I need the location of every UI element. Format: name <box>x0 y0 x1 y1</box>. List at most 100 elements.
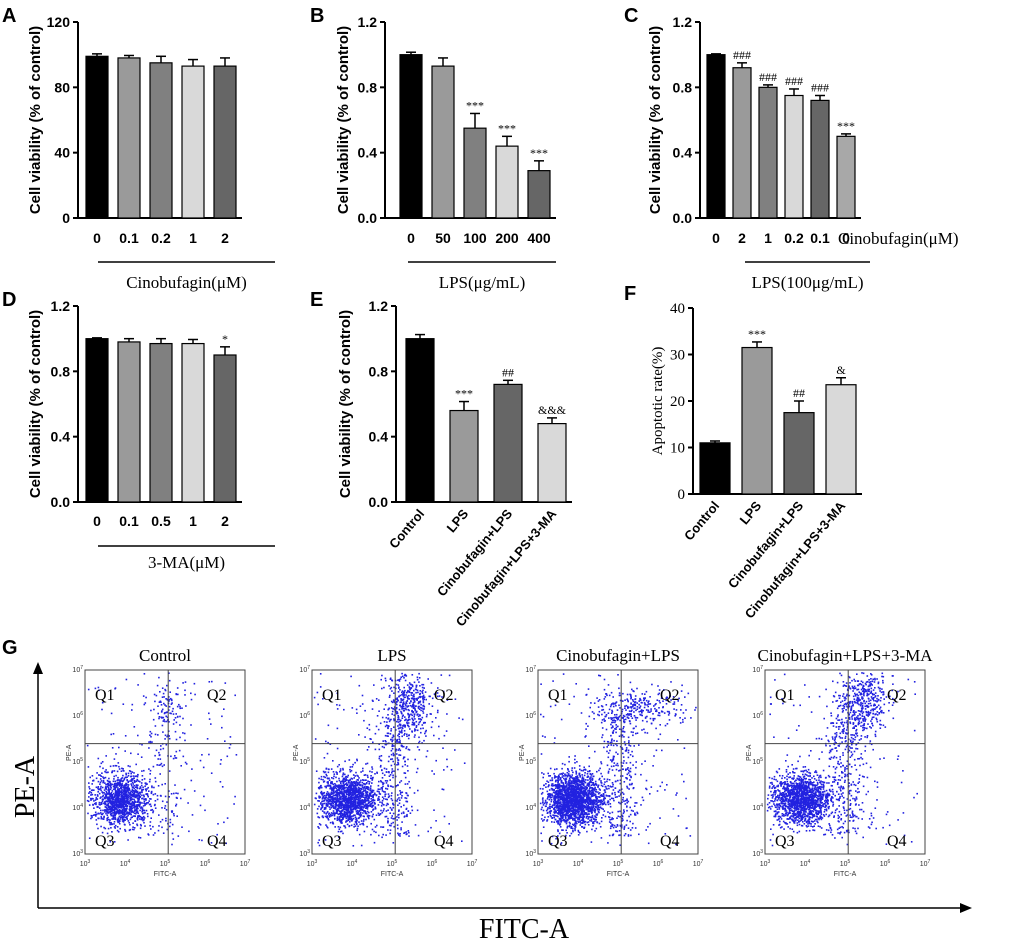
scatter-point <box>125 801 127 803</box>
scatter-point <box>349 798 352 800</box>
scatter-point <box>414 734 416 736</box>
scatter-point <box>332 771 335 773</box>
scatter-point <box>595 796 597 798</box>
scatter-point <box>365 811 367 813</box>
scatter-point <box>146 788 148 790</box>
scatter-point <box>378 792 381 795</box>
scatter-point <box>371 815 374 818</box>
x-tick-label: 105 <box>160 859 171 868</box>
scatter-point <box>402 724 404 727</box>
scatter-point <box>100 813 103 816</box>
scatter-point <box>128 770 131 772</box>
scatter-point <box>371 800 373 802</box>
scatter-point <box>348 818 350 821</box>
scatter-point <box>396 697 398 699</box>
tick-exponent: 3 <box>88 859 91 865</box>
scatter-point <box>590 774 593 776</box>
scatter-point <box>176 815 178 817</box>
scatter-point <box>401 694 403 696</box>
scatter-point <box>378 780 380 783</box>
scatter-point <box>337 788 339 791</box>
scatter-point <box>90 817 92 820</box>
scatter-point <box>348 791 350 793</box>
scatter-point <box>424 691 427 693</box>
scatter-point <box>431 770 433 772</box>
scatter-point <box>561 785 564 788</box>
scatter-point <box>383 797 385 800</box>
scatter-point <box>335 776 337 779</box>
y-axis-label: Cell viability (% of control) <box>647 26 664 214</box>
scatter-point <box>111 823 114 825</box>
scatter-point <box>387 820 389 823</box>
scatter-point <box>131 771 134 773</box>
scatter-point <box>368 794 371 796</box>
scatter-point <box>391 770 394 772</box>
scatter-point <box>344 789 346 792</box>
scatter-point <box>545 809 548 812</box>
bar <box>527 170 551 219</box>
scatter-point <box>555 815 558 817</box>
scatter-point <box>321 798 324 800</box>
scatter-point <box>369 789 371 792</box>
scatter-point <box>121 815 124 818</box>
scatter-point <box>114 827 116 829</box>
scatter-point <box>317 826 319 828</box>
scatter-point <box>364 779 366 781</box>
scatter-point <box>389 785 392 787</box>
scatter-point <box>339 797 342 800</box>
scatter-point <box>124 802 126 804</box>
scatter-point <box>336 809 339 811</box>
scatter-point <box>130 813 132 816</box>
scatter-point <box>593 807 596 810</box>
scatter-point <box>409 704 412 707</box>
scatter-point <box>105 790 107 793</box>
scatter-point <box>365 791 367 793</box>
scatter-point <box>370 785 372 787</box>
scatter-point <box>162 716 165 719</box>
scatter-point <box>329 787 331 790</box>
scatter-point <box>201 839 203 842</box>
y-tick-label: 0.8 <box>51 363 71 379</box>
scatter-point <box>320 786 322 789</box>
scatter-point <box>333 787 335 790</box>
scatter-point <box>112 785 115 788</box>
scatter-point <box>405 701 407 703</box>
scatter-point <box>585 817 588 819</box>
scatter-point <box>105 793 108 795</box>
scatter-point <box>131 786 134 788</box>
y-tick-label: 106 <box>72 711 83 720</box>
panel-letter-a: A <box>2 5 16 27</box>
scatter-point <box>396 720 398 723</box>
scatter-point <box>112 818 115 820</box>
scatter-point <box>541 814 544 816</box>
scatter-point <box>390 764 393 767</box>
scatter-point <box>387 727 389 729</box>
scatter-point <box>147 802 149 804</box>
scatter-point <box>377 728 380 731</box>
scatter-point <box>433 773 435 775</box>
scatter-point <box>387 760 390 763</box>
scatter-point <box>179 705 181 708</box>
scatter-point <box>107 786 110 789</box>
scatter-point <box>161 783 163 786</box>
scatter-point <box>125 796 127 799</box>
scatter-point <box>588 783 590 786</box>
scatter-point <box>105 812 107 815</box>
scatter-point <box>135 786 137 788</box>
scatter-point <box>154 780 157 783</box>
scatter-point <box>321 806 324 808</box>
scatter-point <box>344 826 347 829</box>
scatter-point <box>542 802 544 804</box>
scatter-point <box>345 791 347 794</box>
scatter-point <box>403 772 406 774</box>
tick-exponent: 5 <box>168 859 171 865</box>
scatter-point <box>359 781 361 783</box>
scatter-point <box>425 735 427 737</box>
scatter-point <box>137 780 140 782</box>
scatter-point <box>105 771 107 774</box>
scatter-point <box>88 782 90 784</box>
scatter-point <box>327 797 329 799</box>
scatter-point <box>115 774 117 777</box>
scatter-point <box>173 792 175 795</box>
scatter-point <box>159 773 161 775</box>
